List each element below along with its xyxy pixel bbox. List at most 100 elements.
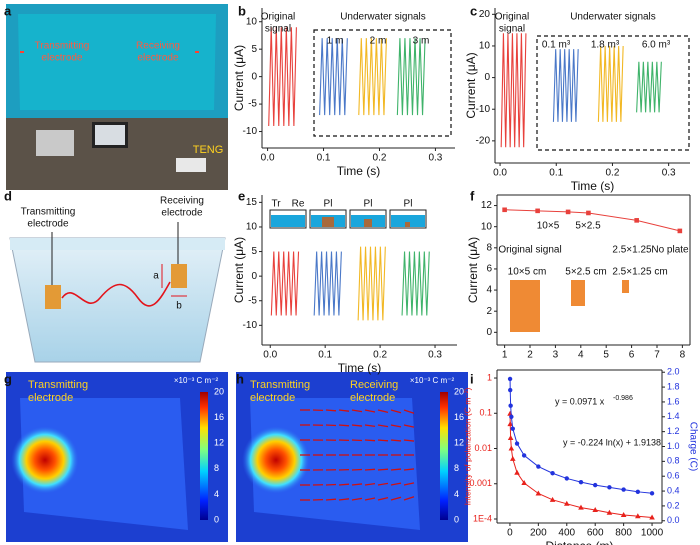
panel-label: b: [238, 3, 246, 18]
field-arrow: [351, 409, 363, 413]
colorbar-tick-label: 4: [214, 489, 219, 499]
x-tick-label: 3: [553, 350, 559, 361]
point: [564, 476, 569, 481]
colorbar-unit: ×10⁻³ C m⁻²: [410, 376, 455, 385]
annotation: Pl: [324, 199, 333, 210]
point: [635, 489, 641, 495]
colorbar-tick-label: 12: [454, 438, 464, 448]
y-tick-label: 10: [481, 221, 493, 232]
point: [550, 471, 555, 476]
dashed-box: [313, 29, 452, 137]
annotation: 2.5×1.25 cm: [612, 267, 667, 278]
annotation: Tr: [271, 199, 281, 210]
point: [507, 421, 514, 427]
diagram-label: b: [176, 301, 182, 312]
series-line: [597, 45, 624, 122]
y-tick-label: 8: [486, 242, 492, 253]
y-tick-label: 0: [251, 71, 257, 82]
panel-label: g: [4, 371, 12, 386]
photo-label: TENG: [193, 144, 224, 156]
field-arrow: [403, 409, 415, 414]
annotation: Pl: [364, 199, 373, 210]
simulation-h: ×10⁻³ C m⁻² Transmitting electrode Recei…: [236, 372, 468, 542]
x-axis-label: Time (s): [571, 179, 615, 193]
point: [514, 441, 520, 446]
y-tick-label: 0: [484, 72, 490, 83]
field-arrow: [364, 497, 376, 501]
x-tick-label: 6: [629, 350, 635, 361]
field-arrow: [364, 409, 376, 413]
sim-label: Transmitting: [250, 379, 310, 391]
panel-label: f: [470, 188, 475, 203]
point: [509, 455, 516, 461]
field-arrow: [390, 439, 402, 442]
annotation: 2.5×1.25: [612, 245, 652, 256]
y-tick-label: 1E-4: [473, 513, 492, 523]
colorbar-tick-label: 8: [214, 463, 219, 473]
series-line: [552, 49, 579, 122]
field-arrow: [351, 468, 363, 471]
y-tick-label: -10: [243, 320, 258, 331]
field-arrow: [338, 498, 350, 501]
tank-icons: [269, 209, 427, 229]
panel-label: d: [4, 188, 12, 203]
x-axis-label: Time (s): [338, 361, 382, 375]
x-tick-label: 0.3: [662, 168, 676, 179]
annotation: Original: [261, 12, 295, 23]
photo-label: electrode: [41, 53, 83, 64]
electrode: [171, 264, 187, 288]
series-line: [313, 251, 342, 316]
x-tick-label: 0.0: [261, 153, 275, 164]
panel-label: i: [470, 371, 474, 386]
y-tick-label: 0.1: [479, 408, 492, 418]
colorbar-tick-label: 4: [454, 489, 459, 499]
point: [521, 480, 527, 486]
series-line: [401, 251, 430, 316]
y-tick-label: 4: [486, 285, 492, 296]
field-arrow: [390, 424, 402, 428]
y-axis-label: Intensity of polarization (C m⁻²): [462, 387, 472, 505]
colorbar-unit: ×10⁻³ C m⁻²: [174, 376, 219, 385]
x-tick-label: 8: [680, 350, 686, 361]
point: [677, 228, 683, 234]
x-tick-label: 800: [615, 528, 632, 539]
diagram-d: Transmitting electrode Receiving electro…: [9, 196, 226, 363]
point: [621, 487, 626, 492]
field-arrow: [390, 482, 402, 486]
field-arrow: [403, 424, 415, 428]
photo-label: electrode: [137, 53, 179, 64]
x-tick-label: 0: [507, 528, 513, 539]
x-tick-label: 600: [587, 528, 604, 539]
field-arrow: [390, 468, 402, 471]
point: [509, 414, 514, 419]
x-tick-label: 7: [654, 350, 660, 361]
diagram-label: electrode: [161, 208, 203, 219]
field-arrow: [377, 409, 389, 414]
series-line: [509, 378, 653, 494]
tank: [9, 237, 226, 363]
simulation-g: ×10⁻³ C m⁻² Transmitting electrode: [6, 372, 228, 542]
y-tick-label: 10: [479, 41, 491, 52]
field-arrows: [300, 409, 415, 501]
panel-label: a: [4, 3, 12, 18]
y-tick-label: 12: [481, 200, 493, 211]
colorbar-tick-label: 20: [214, 386, 224, 396]
sim-label: electrode: [350, 392, 395, 404]
point: [549, 496, 556, 502]
y2-tick-label: 1.2: [667, 426, 680, 436]
x-tick-label: 4: [578, 350, 584, 361]
y-tick-label: -5: [248, 99, 257, 110]
point: [649, 514, 655, 520]
field-arrow: [364, 468, 376, 471]
point: [514, 469, 520, 475]
panel-label: c: [470, 3, 477, 18]
point: [508, 387, 513, 393]
series-line: [357, 246, 386, 321]
field-arrow: [364, 483, 376, 486]
series-line: [509, 413, 653, 519]
colorbar-tick-label: 0: [214, 514, 219, 524]
field-arrow: [403, 482, 415, 486]
x-axis-label: Time (s): [337, 164, 381, 178]
point: [508, 403, 513, 408]
y2-tick-label: 1.4: [667, 411, 680, 421]
